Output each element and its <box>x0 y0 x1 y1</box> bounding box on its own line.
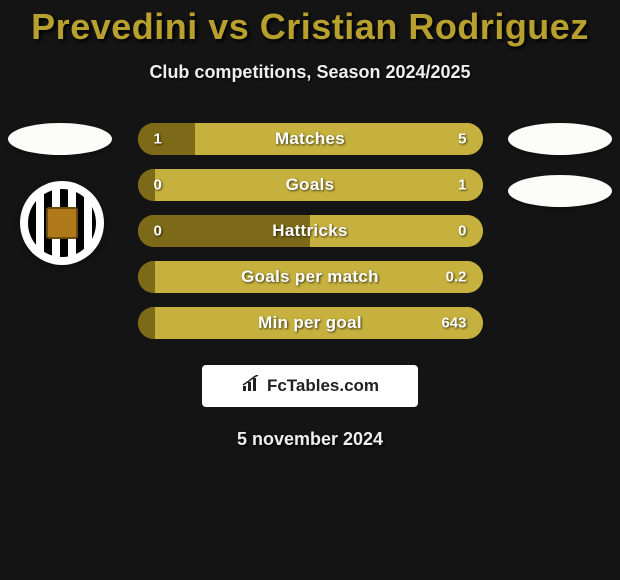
player-badge-right-1 <box>508 123 612 155</box>
stat-value-left: 1 <box>154 131 162 148</box>
stat-label: Goals <box>286 175 335 195</box>
stat-bar: 1 5 Matches <box>138 123 483 155</box>
player-badge-right-2 <box>508 175 612 207</box>
stat-bar: 0.2 Goals per match <box>138 261 483 293</box>
stat-bars: 1 5 Matches 0 1 Goals 0 0 Hattricks 0.2 Goals per … <box>138 123 483 339</box>
subtitle: Club competitions, Season 2024/2025 <box>0 62 620 83</box>
stat-bar: 643 Min per goal <box>138 307 483 339</box>
club-badge-left <box>20 181 104 265</box>
stat-value-left: 0 <box>154 177 162 194</box>
stat-value-right: 0 <box>458 223 466 240</box>
stat-value-right: 643 <box>441 315 466 332</box>
stat-value-right: 5 <box>458 131 466 148</box>
date-text: 5 november 2024 <box>0 429 620 450</box>
page-title: Prevedini vs Cristian Rodriguez <box>0 6 620 48</box>
attribution-text: FcTables.com <box>267 376 379 396</box>
club-badge-icon <box>28 189 96 257</box>
stat-bar-left-fill <box>138 169 155 201</box>
stat-label: Hattricks <box>272 221 347 241</box>
stat-bar-left-fill <box>138 307 155 339</box>
stat-label: Goals per match <box>241 267 379 287</box>
stat-bar-left-fill <box>138 261 155 293</box>
chart-icon <box>241 375 261 398</box>
stat-value-right: 0.2 <box>446 269 467 286</box>
stat-value-right: 1 <box>458 177 466 194</box>
attribution-badge[interactable]: FcTables.com <box>202 365 418 407</box>
stat-bar: 0 1 Goals <box>138 169 483 201</box>
player-badge-left <box>8 123 112 155</box>
stats-area: 1 5 Matches 0 1 Goals 0 0 Hattricks 0.2 Goals per … <box>0 123 620 339</box>
stat-bar-left-fill <box>138 123 196 155</box>
stat-label: Min per goal <box>258 313 362 333</box>
stat-label: Matches <box>275 129 345 149</box>
stat-value-left: 0 <box>154 223 162 240</box>
stat-bar: 0 0 Hattricks <box>138 215 483 247</box>
